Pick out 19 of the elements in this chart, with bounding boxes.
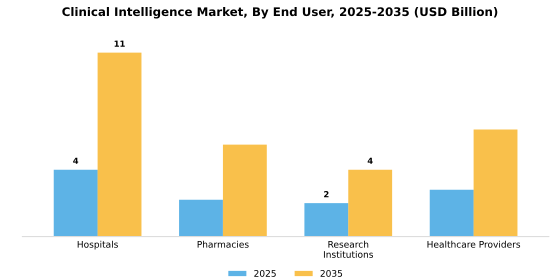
bar: [222, 144, 267, 237]
bar: [430, 190, 474, 237]
data-label: 4: [368, 158, 373, 164]
data-label: 4: [73, 158, 78, 164]
bar: [54, 170, 98, 237]
bar: [304, 203, 348, 237]
x-tick-label: Research Institutions: [324, 240, 374, 258]
bar: [179, 200, 223, 237]
bar: [348, 170, 392, 237]
legend-label: 2025: [254, 270, 276, 277]
bar: [474, 130, 518, 237]
x-tick-label: Hospitals: [78, 240, 118, 250]
x-tick-label: Pharmacies: [198, 240, 249, 248]
x-tick-label: Healthcare Providers: [428, 240, 520, 248]
bar: [98, 52, 142, 237]
chart-title: Clinical Intelligence Market, By End User, 2025-2035 (USD Billion): [62, 7, 498, 19]
data-label: 11: [114, 40, 125, 47]
legend-label: 2035: [320, 270, 342, 277]
data-label: 2: [324, 191, 329, 198]
